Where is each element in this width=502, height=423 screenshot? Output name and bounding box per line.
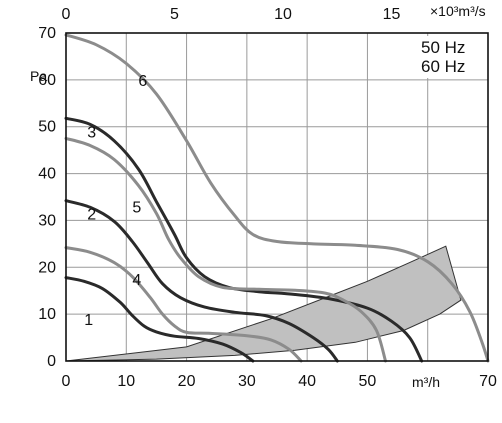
grid: [65, 32, 489, 362]
y-tick-label: 70: [38, 25, 56, 42]
x-tick-label: 10: [117, 373, 135, 390]
y-tick-label: 20: [38, 259, 56, 276]
y-tick-label: 30: [38, 212, 56, 229]
top-tick-label: 5: [170, 6, 179, 23]
y-tick-label: 50: [38, 119, 56, 136]
x-tick-label: 30: [238, 373, 256, 390]
curve-label-1: 1: [84, 312, 93, 329]
fan-curve-5: [64, 136, 387, 363]
curve-label-3: 3: [87, 124, 96, 141]
y-tick-label: 60: [38, 72, 56, 89]
x-axis-label: m³/h: [412, 374, 440, 390]
fan-curves: [64, 33, 490, 363]
fan-curve-1: [64, 276, 255, 363]
x-tick-label: 70: [479, 373, 497, 390]
y-tick-label: 40: [38, 166, 56, 183]
top-tick-label: 10: [274, 6, 292, 23]
y-axis-label: Pa: [30, 68, 47, 84]
top-tick-label: 15: [383, 6, 401, 23]
curve-label-2: 2: [87, 206, 96, 223]
x-tick-label: 40: [298, 373, 316, 390]
curve-label-4: 4: [132, 272, 141, 289]
fan-curve-3: [64, 116, 424, 363]
curve-label-5: 5: [132, 199, 141, 216]
fan-curve-4: [64, 246, 303, 363]
legend-background: [418, 36, 480, 78]
fan-curve-6: [64, 33, 490, 363]
operating-region-shape: [65, 245, 462, 362]
curve-label-6: 6: [138, 73, 147, 90]
top-axis-label: ×10³m³/s: [430, 3, 486, 19]
legend-60hz: 60 Hz: [421, 57, 465, 76]
y-tick-label: 0: [47, 353, 56, 370]
x-tick-label: 20: [178, 373, 196, 390]
top-tick-label: 0: [62, 6, 71, 23]
fan-curve-2: [64, 199, 339, 363]
plot-frame: [65, 32, 489, 362]
x-tick-label: 0: [62, 373, 71, 390]
y-tick-label: 10: [38, 306, 56, 323]
operating-region: [65, 245, 462, 362]
x-tick-label: 50: [359, 373, 377, 390]
curve-labels: 1 2 3 4 5 6: [84, 73, 147, 329]
legend-50hz: 50 Hz: [421, 38, 465, 57]
